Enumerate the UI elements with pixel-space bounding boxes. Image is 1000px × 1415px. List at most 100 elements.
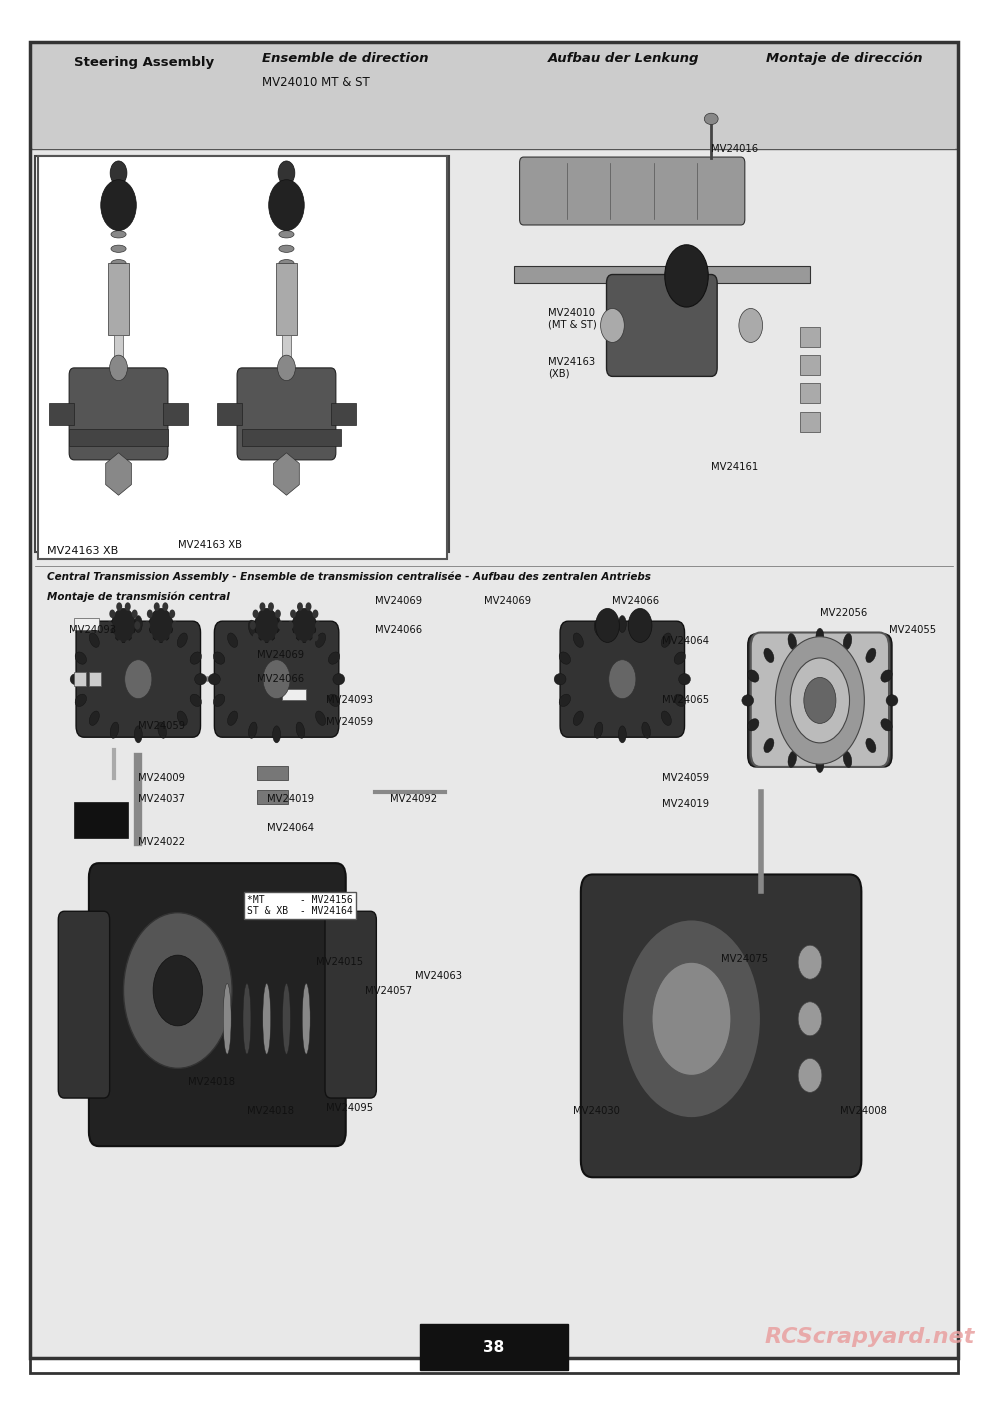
FancyBboxPatch shape [607,275,717,376]
Text: Steering Assembly: Steering Assembly [79,57,225,71]
Text: MV24069: MV24069 [375,596,422,607]
Bar [282,335,291,413]
Ellipse shape [704,113,718,125]
Ellipse shape [333,674,345,685]
Circle shape [125,659,152,699]
Circle shape [259,603,265,611]
Text: 38: 38 [483,1340,505,1354]
Ellipse shape [89,633,99,648]
Text: MV24163 XB: MV24163 XB [47,546,119,556]
Circle shape [255,608,279,642]
Circle shape [116,640,122,648]
Text: MV24019: MV24019 [662,798,709,809]
Ellipse shape [279,202,294,209]
Text: Central Transmission Assembly - Ensemble de transmission centralisée - Aufbau de: Central Transmission Assembly - Ensemble… [47,572,651,582]
Ellipse shape [111,245,126,252]
Text: Montaje de dirección: Montaje de dirección [766,51,922,65]
Ellipse shape [328,695,340,706]
Circle shape [804,678,836,723]
Text: MV24010 MT & ST: MV24010 MT & ST [296,78,411,92]
Ellipse shape [283,983,290,1054]
Ellipse shape [881,719,892,732]
Bar [800,355,820,375]
Circle shape [101,180,136,231]
Text: MV24010
(MT & ST): MV24010 (MT & ST) [548,307,597,330]
Ellipse shape [279,245,294,252]
Bar [514,266,810,283]
Bar [276,263,297,335]
Text: MV24016: MV24016 [711,143,758,154]
Circle shape [287,621,293,630]
Bar [89,672,101,686]
Ellipse shape [816,628,824,645]
Circle shape [125,640,131,648]
Ellipse shape [111,259,126,267]
Text: MV24064: MV24064 [267,822,314,833]
Circle shape [652,962,731,1075]
Ellipse shape [177,710,187,726]
Circle shape [110,161,127,185]
Ellipse shape [328,652,340,664]
FancyBboxPatch shape [76,621,201,737]
Ellipse shape [866,739,876,753]
Ellipse shape [112,409,125,419]
Bar [74,618,99,630]
Text: RCScrapyard.net: RCScrapyard.net [764,1327,974,1347]
FancyBboxPatch shape [69,368,168,460]
Circle shape [107,621,113,630]
Circle shape [268,640,274,648]
Bar [800,412,820,432]
FancyBboxPatch shape [58,911,110,1098]
Text: MV24018: MV24018 [247,1105,294,1116]
Bar [49,403,74,424]
Ellipse shape [661,710,671,726]
Circle shape [596,608,619,642]
Circle shape [278,355,295,381]
Text: MV24055: MV24055 [889,624,936,635]
Circle shape [253,633,258,641]
Ellipse shape [866,648,876,662]
Circle shape [162,640,168,648]
Ellipse shape [279,216,294,224]
Circle shape [269,180,304,231]
Bar [35,156,449,552]
Circle shape [275,633,281,641]
Ellipse shape [559,652,571,664]
Circle shape [154,640,160,648]
Circle shape [109,633,115,641]
Circle shape [798,945,822,979]
Text: MV24019: MV24019 [267,794,314,805]
Text: Ensemble de direction: Ensemble de direction [262,51,428,65]
Bar [800,327,820,347]
Circle shape [172,621,178,630]
Text: MV24063: MV24063 [415,971,462,982]
Text: MV24066: MV24066 [612,596,660,607]
Ellipse shape [559,695,571,706]
Text: MV24095: MV24095 [326,1102,373,1114]
Circle shape [268,603,274,611]
Ellipse shape [110,620,119,637]
Text: MV24059: MV24059 [662,773,709,784]
Ellipse shape [674,695,685,706]
Text: MV24010 MT & ST: MV24010 MT & ST [262,75,370,89]
Ellipse shape [279,231,294,238]
Ellipse shape [642,620,650,637]
FancyBboxPatch shape [520,157,745,225]
Bar [420,1324,568,1370]
Ellipse shape [158,620,166,637]
Ellipse shape [190,652,201,664]
Circle shape [290,633,296,641]
Bar [114,335,123,413]
Circle shape [134,621,140,630]
Bar [30,149,958,1358]
Bar [30,42,958,149]
FancyBboxPatch shape [748,634,892,767]
Ellipse shape [208,674,220,685]
Ellipse shape [177,633,187,648]
Bar [163,403,188,424]
Ellipse shape [248,722,257,739]
Circle shape [144,621,150,630]
Circle shape [123,913,232,1068]
Ellipse shape [111,231,126,238]
FancyBboxPatch shape [560,621,685,737]
